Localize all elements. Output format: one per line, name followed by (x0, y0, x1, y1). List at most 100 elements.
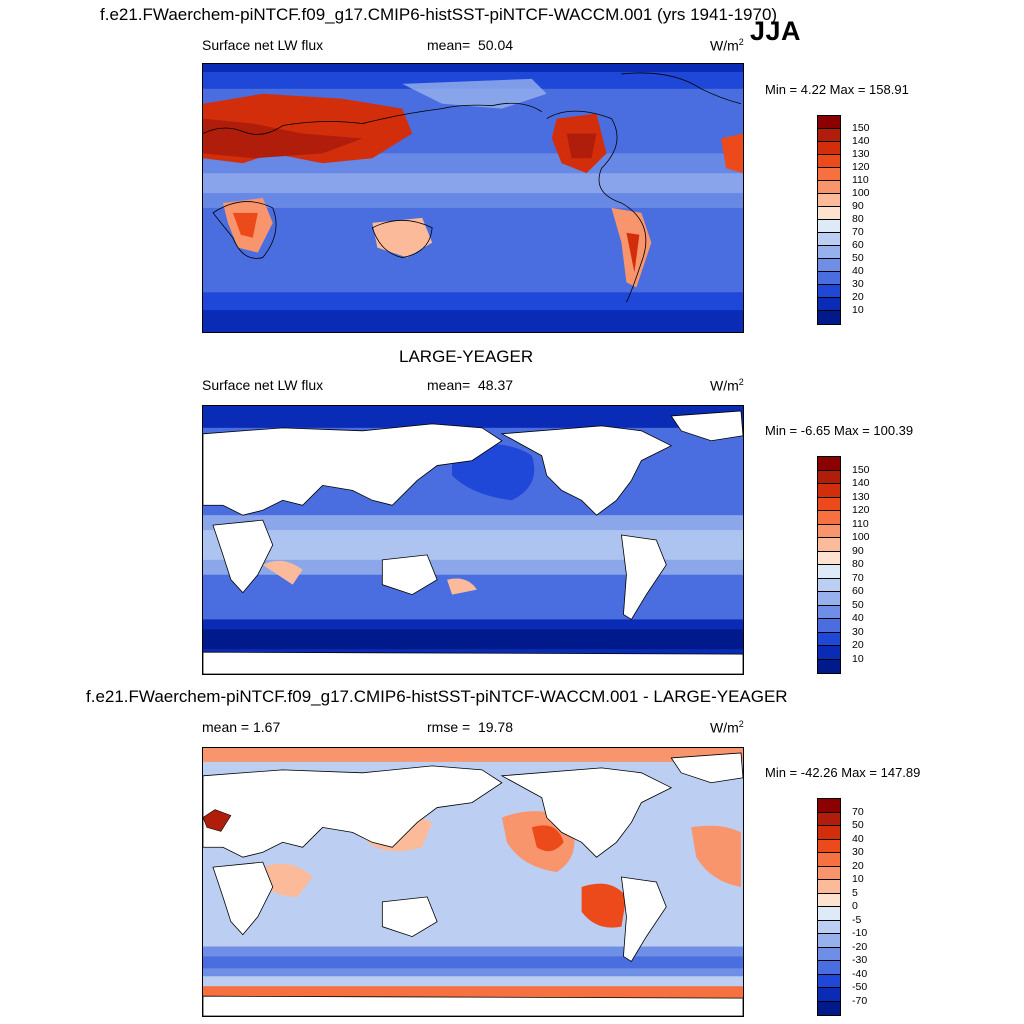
colorbar-tick-label: -70 (852, 994, 868, 1007)
colorbar-tick-label: 140 (852, 477, 870, 489)
colorbar-swatch (818, 578, 840, 592)
colorbar-tick-label: 130 (852, 148, 870, 160)
colorbar-swatch (818, 246, 840, 259)
colorbar-tick-label: 60 (852, 585, 864, 597)
panel-mean-value: 48.37 (477, 377, 514, 393)
panel-units: W/m2 (710, 719, 744, 736)
colorbar-tick-label: 90 (852, 544, 864, 557)
colorbar-swatch (818, 632, 840, 646)
colorbar-tick-label: 10 (852, 652, 864, 665)
colorbar-tick-label: -30 (852, 954, 868, 966)
colorbar-tick-label: 30 (852, 278, 864, 290)
colorbar-obs (817, 456, 841, 674)
colorbar-swatch (818, 659, 840, 673)
colorbar-swatch (818, 272, 840, 285)
colorbar-tick-label: 30 (852, 625, 864, 638)
colorbar-swatch (818, 907, 840, 921)
colorbar-tick-label: 70 (852, 571, 864, 584)
colorbar-swatch (818, 311, 840, 324)
colorbar-tick-label: -10 (852, 927, 868, 939)
panel-mean-label: mean= 50.04 (427, 37, 514, 53)
colorbar-swatch (818, 168, 840, 181)
colorbar-swatch (818, 619, 840, 633)
colorbar-swatch (818, 839, 840, 853)
colorbar-tick-label: 50 (852, 252, 864, 264)
panel-units: W/m2 (710, 37, 744, 54)
colorbar-swatch (818, 974, 840, 988)
colorbar-tick-label: 0 (852, 900, 858, 912)
colorbar-tick-label: 30 (852, 846, 864, 858)
colorbar-tick-label: 40 (852, 265, 864, 277)
colorbar-tick-label: 20 (852, 639, 864, 651)
colorbar-swatch (818, 565, 840, 579)
colorbar-tick-label: 140 (852, 135, 870, 147)
panel-mean-text: mean = 1.67 (202, 719, 281, 735)
colorbar-swatch (818, 524, 840, 538)
colorbar-tick-label: -20 (852, 940, 868, 953)
season-label: JJA (750, 16, 802, 46)
panel-minmax: Min = 4.22 Max = 158.91 (765, 82, 909, 97)
panel-variable-label: Surface net LW flux (202, 377, 324, 393)
colorbar-tick-label: 70 (852, 805, 864, 818)
colorbar-swatch (818, 551, 840, 565)
colorbar-swatch (818, 181, 840, 194)
colorbar-tick-label: 110 (852, 517, 869, 530)
colorbar-swatch (818, 538, 840, 552)
panel-minmax: Min = -6.65 Max = 100.39 (765, 423, 914, 438)
colorbar-swatch (818, 129, 840, 142)
map-diff (202, 747, 744, 1017)
colorbar-tick-label: 10 (852, 873, 864, 885)
colorbar-tick-label: 120 (852, 504, 870, 516)
colorbar-swatch (818, 155, 840, 168)
colorbar-tick-label: -5 (852, 913, 862, 926)
colorbar-tick-label: 80 (852, 213, 864, 225)
colorbar-tick-label: 70 (852, 226, 864, 238)
colorbar-swatch (818, 497, 840, 511)
diff-title: f.e21.FWaerchem-piNTCF.f09_g17.CMIP6-his… (86, 687, 788, 706)
colorbar-tick-label: 100 (852, 187, 870, 199)
colorbar-swatch (818, 812, 840, 826)
colorbar-tick-label: 20 (852, 859, 864, 872)
colorbar-tick-label: -40 (852, 967, 868, 980)
colorbar-swatch (818, 866, 840, 880)
panel-rmse-value: 19.78 (477, 719, 514, 735)
colorbar-swatch (818, 1001, 840, 1015)
colorbar-tick-label: 50 (852, 819, 864, 831)
map-obs (202, 405, 744, 675)
colorbar-swatch (818, 826, 840, 840)
colorbar-tick-label: 10 (852, 304, 864, 316)
colorbar-swatch (818, 298, 840, 311)
colorbar-tick-label: 40 (852, 612, 864, 624)
panel-rmse-label: rmse = 19.78 (427, 719, 514, 735)
colorbar-swatch (818, 285, 840, 298)
colorbar-tick-label: 150 (852, 122, 870, 134)
colorbar-tick-label: 130 (852, 490, 870, 503)
obs-title: LARGE-YEAGER (399, 347, 534, 366)
colorbar-swatch (818, 142, 840, 155)
colorbar-tick-label: 150 (852, 463, 870, 476)
colorbar-swatch (818, 646, 840, 660)
colorbar-swatch (818, 116, 840, 129)
colorbar-diff (817, 798, 841, 1016)
colorbar-tick-label: 5 (852, 886, 858, 899)
colorbar-swatch (818, 934, 840, 948)
colorbar-swatch (818, 961, 840, 975)
colorbar-swatch (818, 592, 840, 606)
colorbar-swatch (818, 893, 840, 907)
colorbar-swatch (818, 470, 840, 484)
colorbar-swatch (818, 484, 840, 498)
panel-variable-label: Surface net LW flux (202, 37, 324, 53)
panel-units: W/m2 (710, 377, 744, 394)
panel-mean-value: 50.04 (477, 37, 514, 53)
colorbar-swatch (818, 947, 840, 961)
colorbar-swatch (818, 880, 840, 894)
map-model (202, 63, 744, 333)
panel-mean-label: mean= 48.37 (427, 377, 514, 393)
colorbar-tick-label: 80 (852, 558, 864, 570)
colorbar-swatch (818, 207, 840, 220)
colorbar-swatch (818, 605, 840, 619)
colorbar-swatch (818, 853, 840, 867)
colorbar-swatch (818, 194, 840, 207)
colorbar-swatch (818, 220, 840, 233)
colorbar-tick-label: 110 (852, 174, 869, 186)
